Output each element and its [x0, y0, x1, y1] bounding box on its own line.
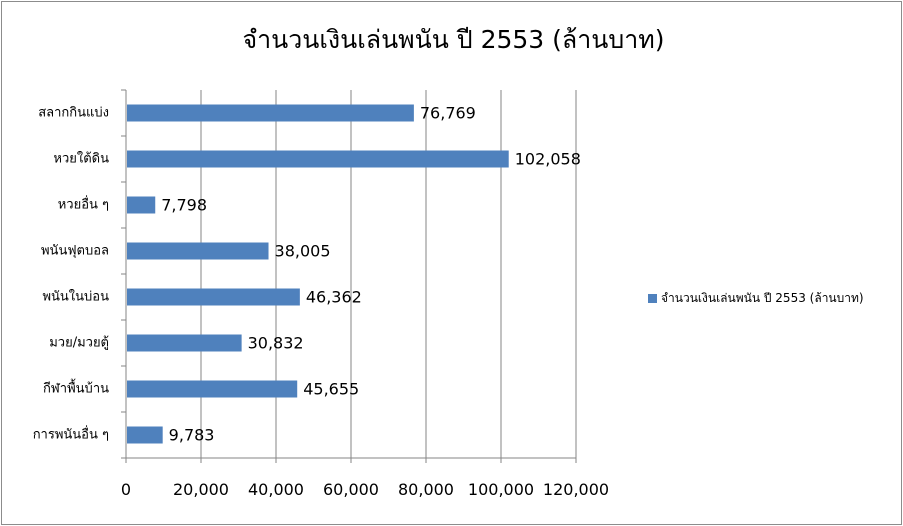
- data-label: 46,362: [306, 288, 362, 307]
- category-label: การพนันอื่น ๆ: [33, 426, 109, 443]
- legend-label: จำนวนเงินเล่นพนัน ปี 2553 (ล้านบาท): [661, 291, 864, 305]
- data-label: 102,058: [515, 150, 581, 169]
- bar: [127, 426, 163, 444]
- data-label: 45,655: [303, 380, 359, 399]
- chart-title: จำนวนเงินเล่นพนัน ปี 2553 (ล้านบาท): [242, 25, 665, 54]
- legend: จำนวนเงินเล่นพนัน ปี 2553 (ล้านบาท): [648, 289, 864, 308]
- category-label: พนันในบ่อน: [42, 289, 109, 305]
- data-label: 38,005: [275, 242, 331, 261]
- x-tick-label: 100,000: [468, 480, 534, 499]
- data-label: 76,769: [420, 104, 476, 123]
- category-label: พนันฟุตบอล: [41, 244, 109, 259]
- data-label: 30,832: [248, 334, 304, 353]
- x-tick-label: 120,000: [543, 480, 609, 499]
- bar: [127, 150, 509, 168]
- category-label: มวย/มวยตู้: [49, 336, 109, 351]
- category-label: สลากกินแบ่ง: [38, 106, 109, 121]
- bar: [127, 334, 242, 352]
- bar: [127, 380, 298, 398]
- bar: [127, 196, 156, 214]
- x-tick-label: 60,000: [323, 480, 379, 499]
- x-tick-label: 0: [121, 480, 131, 499]
- x-tick-label: 20,000: [173, 480, 229, 499]
- bar: [127, 242, 269, 260]
- x-tick-label: 80,000: [398, 480, 454, 499]
- x-tick-label: 40,000: [248, 480, 304, 499]
- category-label: หวยใต้ดิน: [53, 151, 109, 167]
- category-label: หวยอื่น ๆ: [58, 196, 109, 213]
- data-label: 7,798: [161, 196, 207, 215]
- bar: [127, 288, 300, 306]
- legend-swatch: [648, 294, 657, 303]
- category-label: กีฬาพื้นบ้าน: [43, 379, 109, 397]
- data-label: 9,783: [169, 426, 215, 445]
- bar: [127, 104, 414, 122]
